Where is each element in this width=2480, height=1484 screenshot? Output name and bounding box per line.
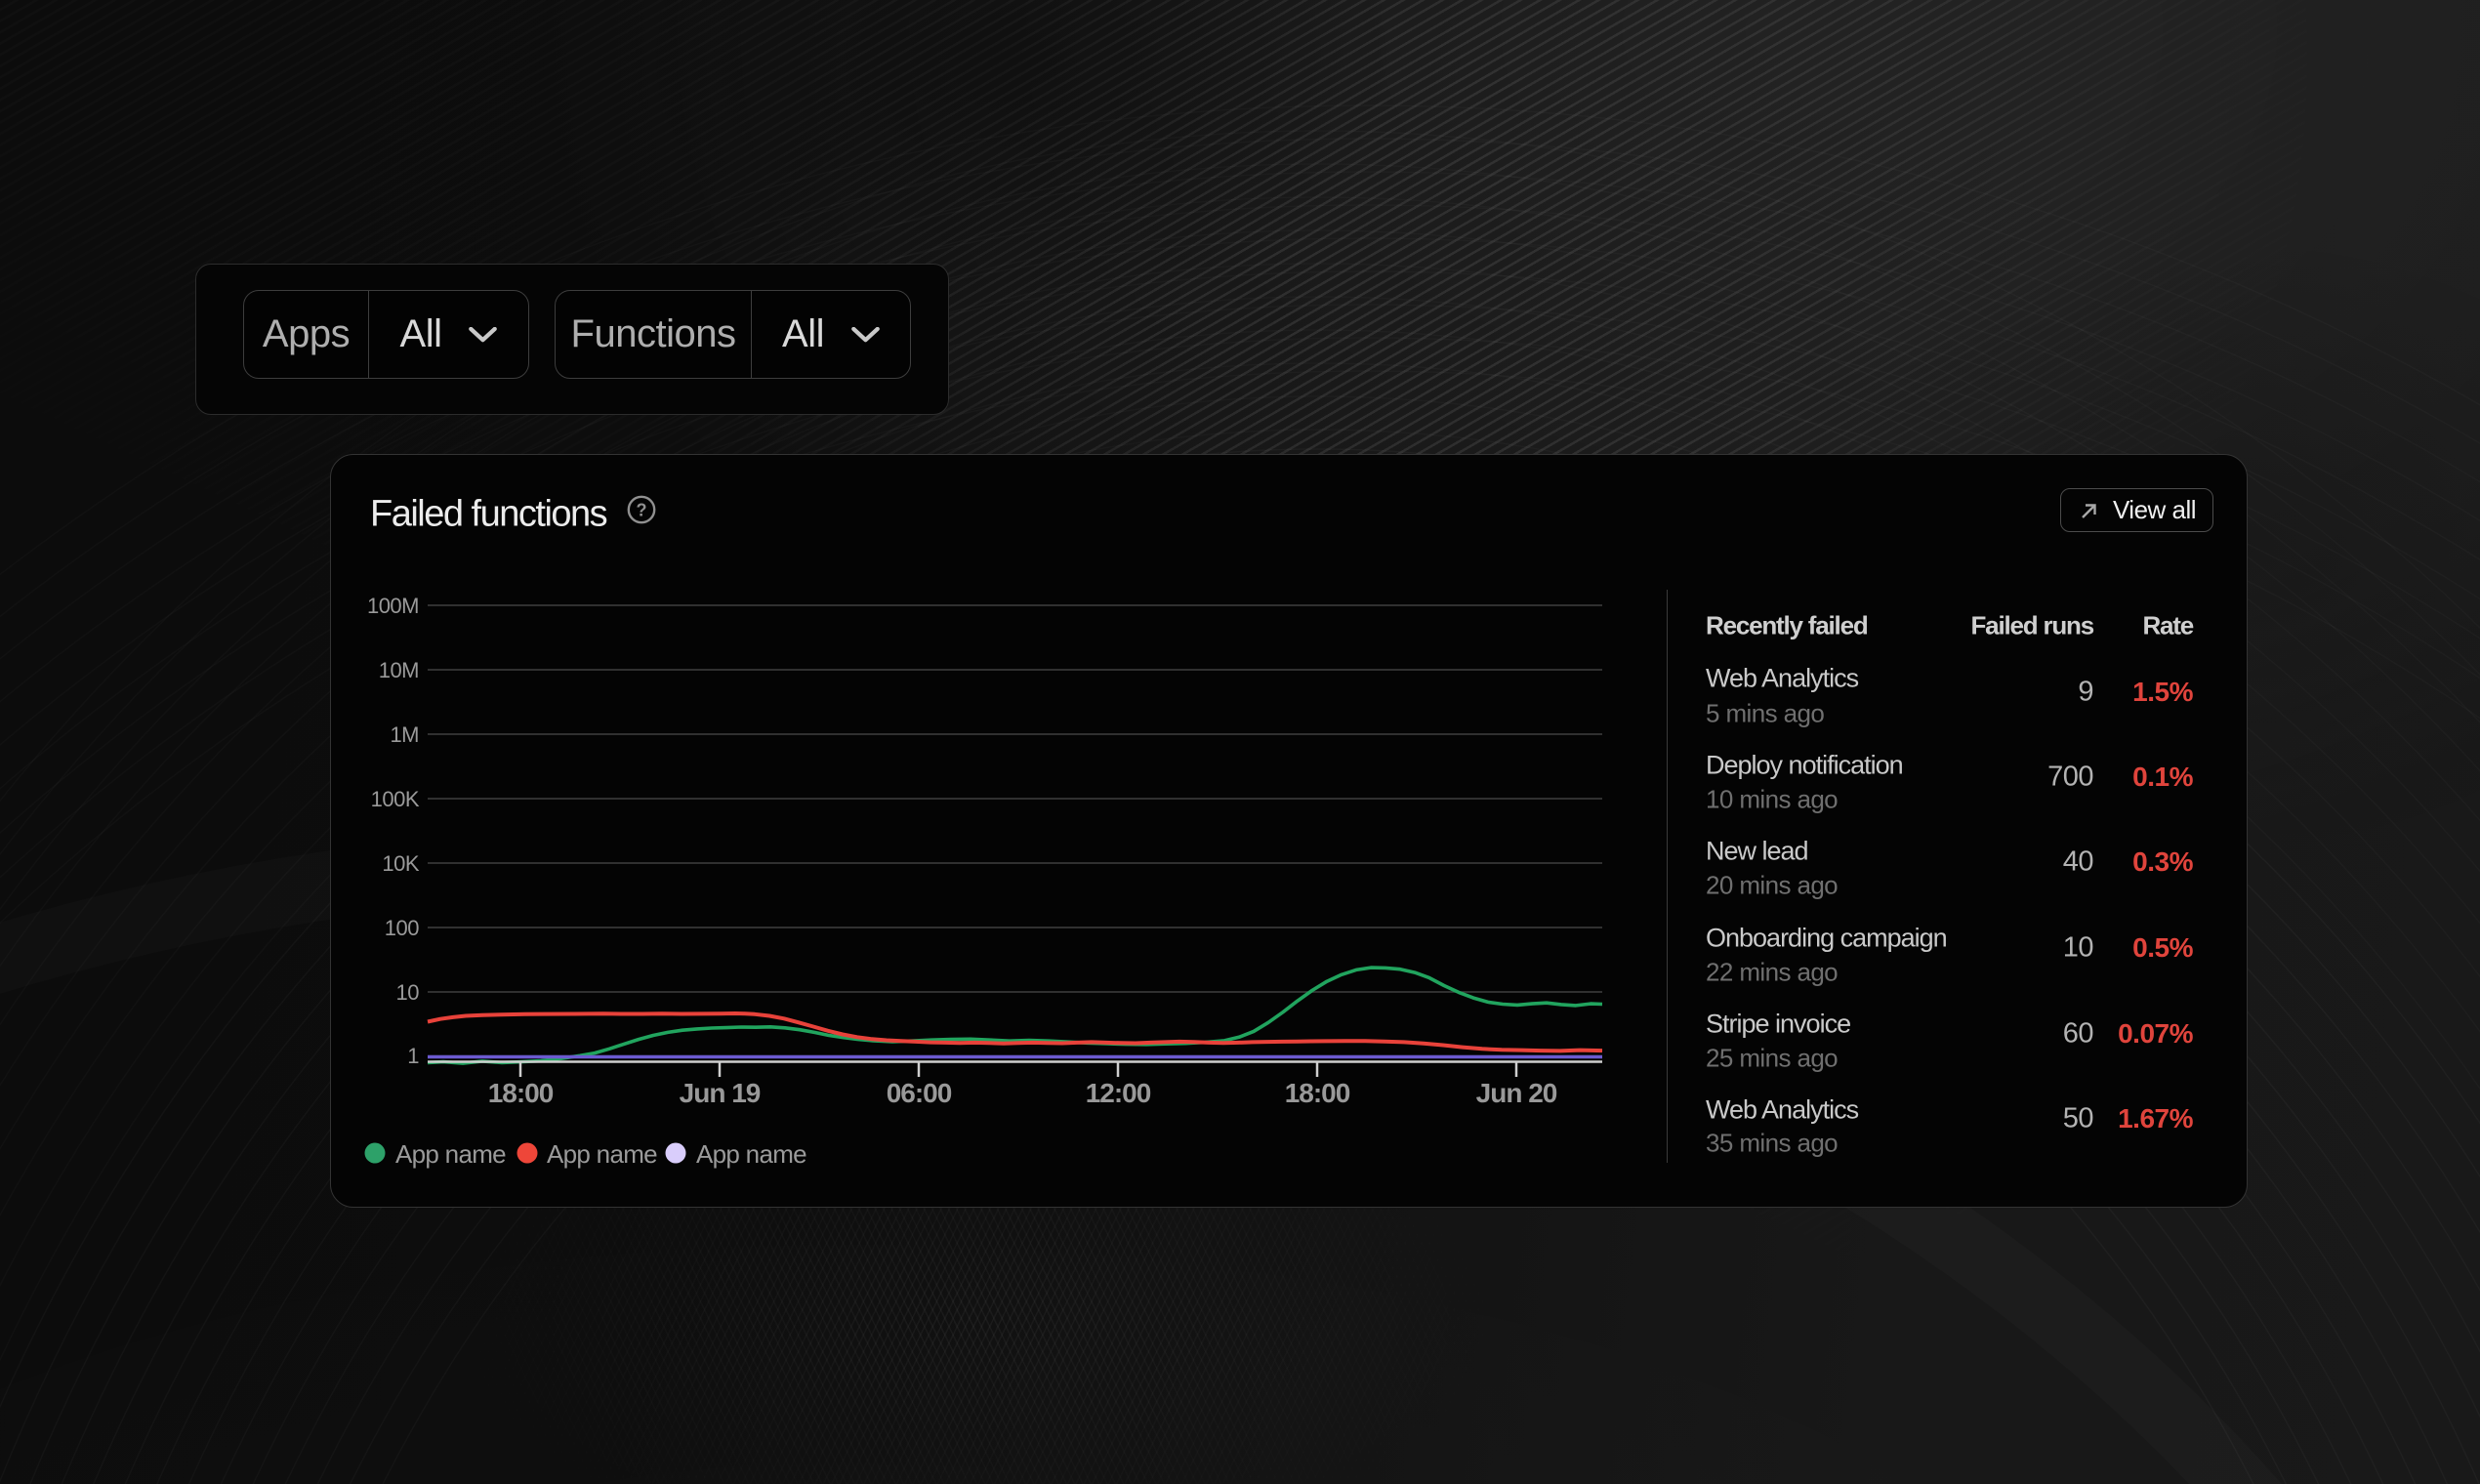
svg-text:Jun 20: Jun 20 <box>1476 1078 1557 1108</box>
svg-text:10M: 10M <box>379 658 419 682</box>
svg-text:18:00: 18:00 <box>1285 1078 1350 1108</box>
svg-text:18:00: 18:00 <box>488 1078 554 1108</box>
svg-text:1: 1 <box>407 1044 419 1068</box>
svg-text:10: 10 <box>396 980 420 1005</box>
svg-text:100: 100 <box>385 916 419 940</box>
svg-text:App name: App name <box>547 1139 657 1169</box>
svg-text:100M: 100M <box>367 594 419 618</box>
svg-text:App name: App name <box>395 1139 506 1169</box>
svg-text:1M: 1M <box>390 722 419 747</box>
svg-text:10K: 10K <box>382 851 419 876</box>
svg-text:App name: App name <box>696 1139 806 1169</box>
svg-text:06:00: 06:00 <box>887 1078 952 1108</box>
svg-text:100K: 100K <box>371 787 420 811</box>
svg-text:?: ? <box>637 501 647 520</box>
svg-text:Jun 19: Jun 19 <box>680 1078 761 1108</box>
svg-text:12:00: 12:00 <box>1086 1078 1151 1108</box>
